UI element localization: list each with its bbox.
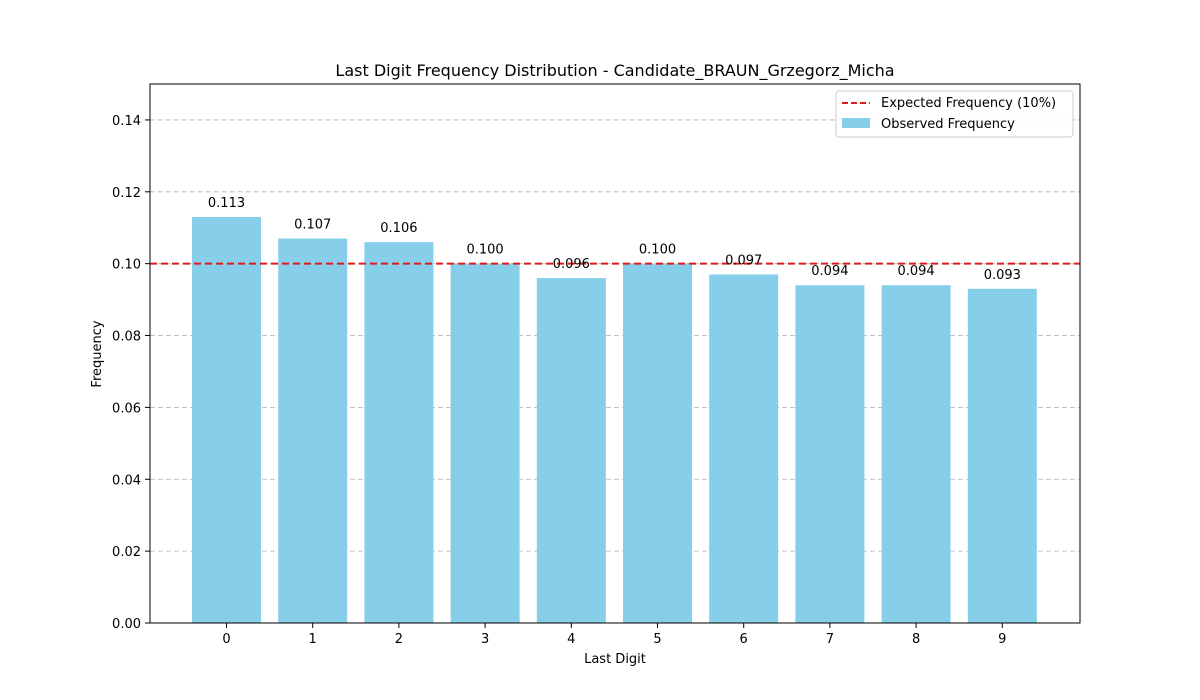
data-label-5: 0.100	[639, 243, 676, 258]
x-tick-label: 5	[653, 632, 661, 647]
data-labels: 0.113 0.107 0.106 0.100 0.096 0.100 0.097 0.094…	[208, 196, 1021, 283]
data-label-9: 0.093	[984, 268, 1021, 283]
legend-box	[835, 90, 1074, 138]
legend-observed-label: Observed Frequency	[881, 117, 1015, 132]
bar-6	[709, 274, 779, 623]
x-tick-label: 1	[309, 632, 317, 647]
legend-expected-label: Expected Frequency (10%)	[881, 96, 1056, 111]
data-label-7: 0.094	[811, 264, 848, 279]
x-tick-label: 9	[998, 632, 1006, 647]
x-tick-label: 4	[567, 632, 575, 647]
bar-1	[278, 238, 348, 623]
bar-7	[795, 285, 865, 623]
legend: Expected Frequency (10%) Observed Freque…	[835, 90, 1074, 138]
data-label-3: 0.100	[466, 243, 503, 258]
legend-observed-swatch	[842, 118, 870, 128]
x-tick-label: 2	[395, 632, 403, 647]
data-label-4: 0.096	[553, 257, 590, 272]
bar-9	[967, 288, 1037, 623]
x-tick-label: 8	[912, 632, 920, 647]
y-tick-label: 0.10	[112, 258, 141, 273]
x-tick-label: 6	[740, 632, 748, 647]
y-tick-label: 0.00	[112, 617, 141, 632]
data-label-2: 0.106	[380, 221, 417, 236]
x-tick-label: 3	[481, 632, 489, 647]
y-axis-label: Frequency	[90, 320, 105, 387]
x-axis-label: Last Digit	[584, 652, 646, 667]
x-tick-label: 0	[222, 632, 230, 647]
bar-2	[364, 242, 434, 623]
y-axis-ticks: 0.00 0.02 0.04 0.06 0.08 0.10 0.12 0.14	[112, 114, 150, 632]
bars	[192, 216, 1037, 623]
bar-0	[192, 216, 261, 623]
y-tick-label: 0.06	[112, 401, 141, 416]
x-tick-label: 7	[826, 632, 834, 647]
plot-frame	[149, 83, 1081, 624]
data-label-1: 0.107	[294, 218, 331, 233]
y-tick-label: 0.08	[112, 330, 141, 345]
data-label-8: 0.094	[897, 264, 934, 279]
y-tick-label: 0.02	[112, 545, 141, 560]
data-label-6: 0.097	[725, 253, 762, 268]
x-axis-ticks: 0 1 2 3 4 5 6 7 8 9	[222, 623, 1006, 647]
bar-3	[450, 263, 520, 623]
bar-5	[623, 263, 692, 623]
chart-title: Last Digit Frequency Distribution - Cand…	[335, 61, 894, 81]
y-tick-label: 0.14	[112, 114, 141, 129]
data-label-0: 0.113	[208, 196, 245, 211]
y-tick-label: 0.12	[112, 186, 141, 201]
bar-8	[881, 285, 951, 623]
y-tick-label: 0.04	[112, 473, 141, 488]
bar-4	[536, 278, 606, 623]
